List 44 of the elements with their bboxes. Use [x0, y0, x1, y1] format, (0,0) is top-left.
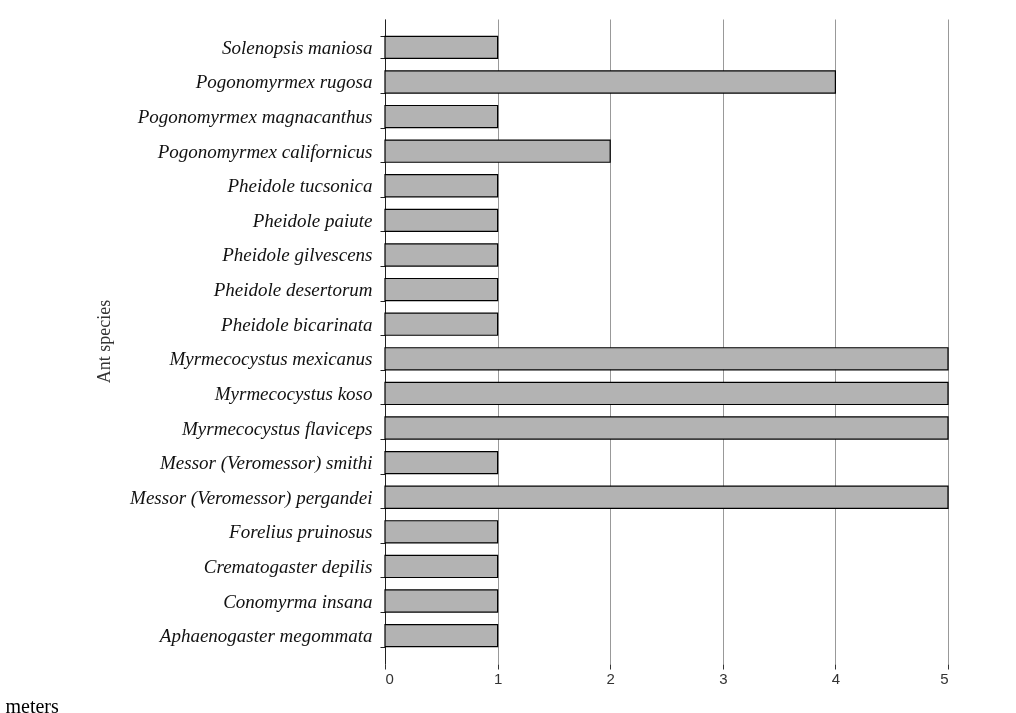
bar [384, 485, 949, 509]
y-tick-label: Messor (Veromessor) pergandei [129, 486, 373, 509]
y-tick-label: Messor (Veromessor) smithi [158, 452, 373, 475]
bar [384, 312, 499, 336]
bar [384, 208, 499, 233]
y-tick-label: Pheidole desertorum [212, 279, 373, 301]
bar [384, 347, 949, 371]
x-tick-label: 2 [606, 669, 615, 687]
bar [384, 243, 499, 267]
y-tick-label: Forelius pruinosus [228, 521, 373, 543]
x-axis-title: meters [5, 694, 60, 713]
bar [384, 139, 611, 163]
x-tick-label: 4 [831, 669, 841, 687]
x-tick-label: 1 [493, 669, 503, 687]
y-tick-label: Pogonomyrmex rugosa [194, 71, 373, 93]
y-tick-label: Aphaenogaster megommata [157, 625, 373, 647]
x-tick-label: 5 [940, 669, 949, 687]
y-tick-label: Solenopsis maniosa [222, 36, 373, 58]
y-tick-label: Conomyrma insana [223, 590, 373, 612]
y-tick-label: Pheidole tucsonica [226, 175, 373, 197]
y-tick-label: Myrmecocystus koso [213, 382, 373, 404]
y-tick-label: Pheidole bicarinata [220, 313, 373, 335]
y-tick-label: Crematogaster depilis [203, 555, 373, 577]
bar [384, 589, 499, 613]
bar [384, 623, 499, 648]
x-tick-label: 0 [385, 669, 394, 687]
bar [384, 174, 499, 198]
bar [384, 520, 499, 544]
bar [384, 277, 499, 302]
y-axis-title: Ant species [93, 299, 114, 384]
bar [384, 554, 499, 579]
y-tick-label: Pheidole gilvescens [221, 244, 373, 266]
y-tick-label: Pogonomyrmex californicus [156, 140, 373, 162]
bar [384, 104, 499, 129]
y-tick-label: Pogonomyrmex magnacanthus [136, 106, 373, 128]
y-tick-label: Pheidole paiute [251, 209, 373, 231]
bar [384, 450, 499, 475]
x-tick-label: 3 [719, 669, 728, 687]
bar [384, 381, 949, 406]
bar [384, 35, 499, 60]
bar [384, 416, 949, 440]
y-tick-label: Myrmecocystus flaviceps [181, 417, 373, 439]
y-tick-label: Myrmecocystus mexicanus [168, 348, 373, 370]
bar [384, 70, 836, 94]
